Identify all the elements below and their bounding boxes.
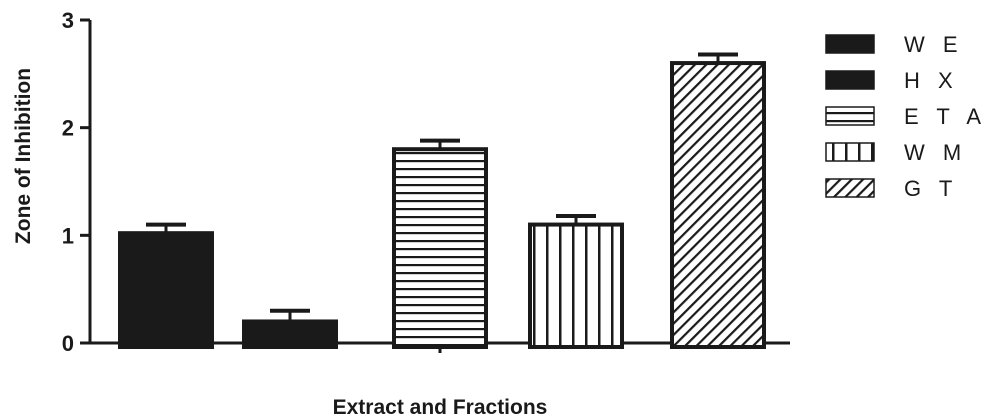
legend-swatch <box>825 34 875 54</box>
bar-hx <box>242 319 338 350</box>
legend-label: E T A C <box>904 104 990 129</box>
y-axis-label: Zone of Inhibition <box>12 68 35 244</box>
y-tick-label: 1 <box>62 223 74 248</box>
legend-swatch <box>825 142 875 162</box>
bar-wm <box>528 222 624 349</box>
legend-label: W E <box>904 32 964 57</box>
legend-swatch <box>825 70 875 90</box>
legend: W E H X E T A C W M G T <box>825 32 990 201</box>
legend-label: W M <box>904 140 967 165</box>
bar-etac <box>392 147 488 349</box>
legend-swatch <box>825 106 875 126</box>
bar-gt <box>670 61 766 349</box>
x-axis-label: Extract and Fractions <box>333 396 548 418</box>
bars-group <box>118 52 766 350</box>
bar-we <box>118 231 214 349</box>
legend-label: H X <box>904 68 959 93</box>
y-axis: 0 1 2 3 <box>62 8 92 356</box>
y-tick-label: 2 <box>62 116 74 141</box>
legend-swatch <box>825 178 875 198</box>
legend-label: G T <box>904 176 958 201</box>
y-tick-label: 0 <box>62 331 74 356</box>
y-tick-label: 3 <box>62 8 74 33</box>
